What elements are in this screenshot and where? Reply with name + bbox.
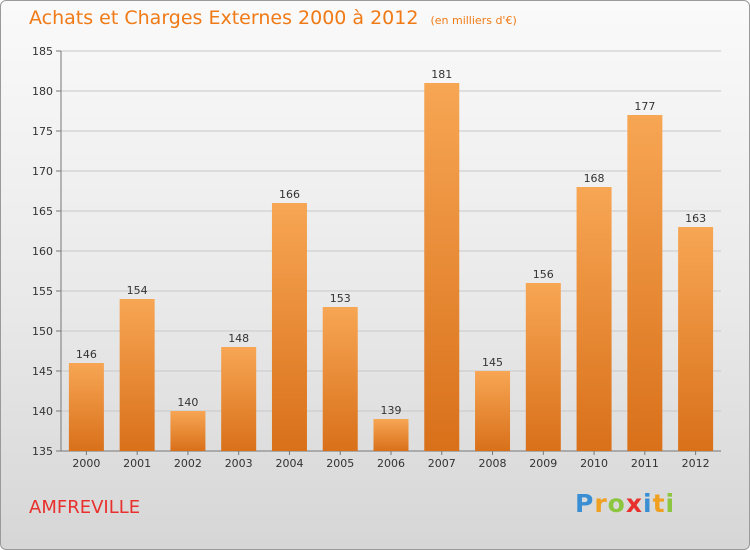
- y-tick-label: 180: [32, 85, 53, 98]
- data-label-2007: 181: [431, 68, 452, 81]
- logo-letter: i: [665, 489, 676, 518]
- bar-2003: [221, 347, 257, 451]
- data-label-2012: 163: [685, 212, 706, 225]
- data-label-2001: 154: [127, 284, 148, 297]
- x-tick-label-2005: 2005: [326, 457, 354, 470]
- x-tick-label-2012: 2012: [682, 457, 710, 470]
- logo-letter: r: [594, 489, 608, 518]
- y-tick-label: 140: [32, 405, 53, 418]
- data-label-2004: 166: [279, 188, 300, 201]
- x-tick-label-2000: 2000: [72, 457, 100, 470]
- y-tick-label: 165: [32, 205, 53, 218]
- logo-letter: o: [607, 489, 626, 518]
- logo-letter: x: [625, 489, 643, 518]
- bar-2009: [525, 283, 561, 451]
- data-label-2006: 139: [381, 404, 402, 417]
- label-layer: 146 154 140 148 166 153 139 181 145 156 168 177 163: [76, 68, 706, 417]
- y-tick-label: 160: [32, 245, 53, 258]
- data-label-2008: 145: [482, 356, 503, 369]
- y-tick-label: 170: [32, 165, 53, 178]
- bar-layer: [68, 83, 714, 451]
- y-tick-label: 185: [32, 45, 53, 58]
- logo-letter: P: [575, 489, 595, 518]
- x-tick-label-2001: 2001: [123, 457, 151, 470]
- bar-2008: [475, 371, 511, 451]
- bar-2005: [322, 307, 358, 451]
- y-tick-label: 135: [32, 445, 53, 458]
- bar-2006: [373, 419, 409, 451]
- x-tick-label-2002: 2002: [174, 457, 202, 470]
- bar-2012: [678, 227, 714, 451]
- data-label-2010: 168: [584, 172, 605, 185]
- bar-2011: [627, 115, 663, 451]
- x-tick-label-2007: 2007: [428, 457, 456, 470]
- data-label-2005: 153: [330, 292, 351, 305]
- commune-name: AMFREVILLE: [29, 497, 141, 518]
- chart-subtitle: (en milliers d'€): [430, 14, 517, 27]
- bar-2001: [119, 299, 155, 451]
- proxiti-logo: Proxiti: [575, 489, 675, 518]
- bar-2000: [68, 363, 104, 451]
- x-tick-label-2004: 2004: [275, 457, 303, 470]
- x-tick-label-2008: 2008: [479, 457, 507, 470]
- x-tick-label-2006: 2006: [377, 457, 405, 470]
- y-tick-label: 155: [32, 285, 53, 298]
- x-tick-label-2010: 2010: [580, 457, 608, 470]
- data-label-2003: 148: [228, 332, 249, 345]
- bar-2002: [170, 411, 206, 451]
- grid-layer: [61, 50, 721, 452]
- data-label-2002: 140: [177, 396, 198, 409]
- x-tick-label-2011: 2011: [631, 457, 659, 470]
- x-tick-label-2003: 2003: [225, 457, 253, 470]
- y-tick-label: 175: [32, 125, 53, 138]
- data-label-2009: 156: [533, 268, 554, 281]
- bar-2007: [424, 83, 460, 451]
- logo-letter: t: [652, 489, 666, 518]
- bar-2004: [271, 203, 307, 451]
- y-tick-label: 145: [32, 365, 53, 378]
- chart-title: Achats et Charges Externes 2000 à 2012 (e…: [29, 7, 517, 29]
- x-tick-label-2009: 2009: [529, 457, 557, 470]
- bar-2010: [576, 187, 612, 451]
- logo-letter: i: [643, 489, 653, 518]
- data-label-2011: 177: [634, 100, 655, 113]
- data-label-2000: 146: [76, 348, 97, 361]
- y-tick-label: 150: [32, 325, 53, 338]
- chart-title-text: Achats et Charges Externes 2000 à 2012: [29, 7, 419, 29]
